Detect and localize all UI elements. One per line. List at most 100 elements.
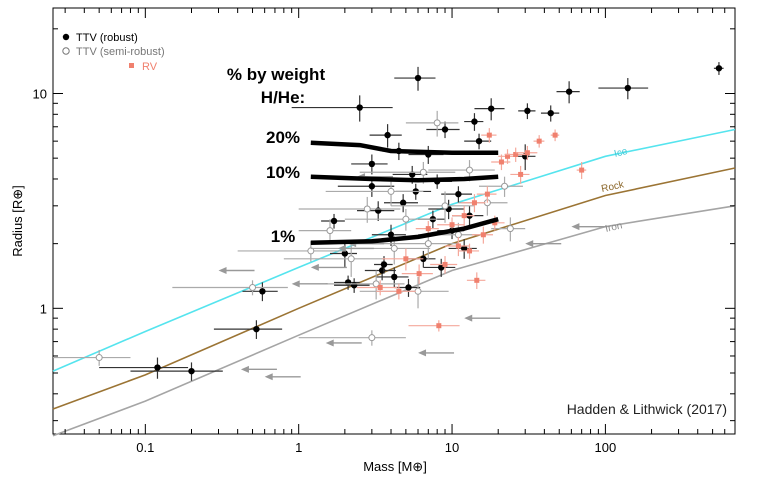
rv-point bbox=[430, 256, 458, 274]
rv-point bbox=[445, 236, 470, 257]
marker bbox=[506, 225, 514, 233]
marker bbox=[624, 84, 632, 92]
upper-limit-arrowhead bbox=[310, 263, 319, 271]
rv-point bbox=[550, 129, 560, 142]
marker bbox=[414, 74, 422, 82]
marker bbox=[350, 282, 358, 289]
marker bbox=[513, 152, 519, 158]
marker bbox=[375, 207, 382, 214]
rv-point bbox=[533, 135, 545, 148]
marker bbox=[363, 205, 371, 213]
ttv-robust-point bbox=[464, 113, 484, 131]
ttv-robust-point bbox=[130, 362, 223, 381]
ttv-robust-point bbox=[464, 133, 492, 150]
legend: TTV (robust) TTV (semi-robust) RV bbox=[62, 32, 165, 73]
upper-limits-point bbox=[310, 263, 347, 271]
hhe-track-10pct bbox=[310, 174, 499, 183]
ttv-robust-point bbox=[383, 194, 419, 213]
x-tick-label: 10 bbox=[445, 440, 459, 455]
rv-point bbox=[498, 149, 516, 164]
marker bbox=[492, 220, 498, 226]
upper-limit-arrowhead bbox=[218, 266, 227, 274]
ttv-semi-robust-point bbox=[479, 176, 523, 197]
composition-curves-layer bbox=[52, 128, 736, 437]
rv-point bbox=[408, 320, 460, 332]
upper-limit-arrowhead bbox=[325, 339, 334, 347]
marker bbox=[480, 232, 486, 238]
marker bbox=[419, 168, 427, 176]
curve-label-iron: Iron bbox=[604, 220, 623, 235]
x-axis-title: Mass [M⊕] bbox=[363, 459, 427, 474]
ttv-robust-point bbox=[291, 95, 393, 122]
marker bbox=[387, 231, 395, 238]
marker bbox=[396, 288, 402, 294]
marker bbox=[524, 107, 531, 115]
ttv-semi-robust-point bbox=[405, 110, 459, 137]
rv-point bbox=[576, 161, 587, 179]
upper-limit-arrowhead bbox=[291, 280, 300, 288]
upper-limits-point bbox=[325, 339, 362, 347]
marker bbox=[461, 213, 467, 219]
rv-point bbox=[481, 128, 497, 143]
marker bbox=[368, 183, 376, 190]
marker bbox=[384, 131, 391, 139]
rv-point bbox=[515, 145, 538, 161]
ttv-semi-robust-point bbox=[172, 280, 288, 296]
ttv-semi-robust-point bbox=[325, 178, 424, 206]
ttv-robust-point bbox=[448, 239, 477, 259]
marker bbox=[501, 182, 509, 190]
marker bbox=[416, 271, 422, 277]
upper-limits-point bbox=[464, 314, 501, 322]
marker bbox=[484, 191, 490, 197]
marker bbox=[486, 132, 492, 138]
hhe-label-10: 10% bbox=[266, 163, 300, 182]
curve-iron bbox=[52, 205, 736, 437]
marker bbox=[460, 245, 468, 252]
hhe-label-1: 1% bbox=[271, 227, 296, 246]
ttv-semi-robust-point bbox=[359, 161, 456, 184]
ttv-robust-point bbox=[713, 62, 724, 75]
upper-limit-arrowhead bbox=[525, 240, 534, 248]
marker bbox=[326, 227, 334, 235]
ttv-semi-robust-point bbox=[391, 191, 475, 223]
ttv-semi-robust-point bbox=[325, 270, 405, 300]
marker bbox=[380, 261, 388, 268]
ttv-robust-point bbox=[369, 124, 402, 148]
marker bbox=[391, 273, 398, 281]
marker bbox=[368, 160, 376, 168]
upper-limits-point bbox=[240, 365, 277, 373]
marker bbox=[154, 364, 161, 371]
ttv-robust-point bbox=[518, 103, 536, 120]
marker bbox=[442, 261, 448, 267]
ttv-robust-point bbox=[351, 154, 388, 175]
curve-rock bbox=[52, 167, 736, 410]
marker bbox=[402, 215, 410, 223]
upper-limits-point bbox=[525, 240, 562, 248]
credit-text: Hadden & Lithwick (2017) bbox=[567, 401, 727, 417]
marker bbox=[524, 150, 530, 156]
ttv-semi-robust-point bbox=[283, 243, 384, 277]
marker bbox=[341, 250, 349, 257]
labels-layer: Mass [M⊕] Radius [R⊕] TTV (robust) TTV (… bbox=[10, 32, 727, 474]
upper-limits-point bbox=[218, 266, 255, 274]
marker bbox=[387, 187, 395, 195]
rv-point bbox=[504, 147, 526, 162]
ttv-robust-point bbox=[394, 66, 436, 91]
marker bbox=[356, 104, 363, 111]
ttv-robust-point bbox=[213, 320, 283, 339]
upper-limits-point bbox=[337, 244, 374, 252]
marker bbox=[344, 279, 352, 286]
upper-limits-point bbox=[291, 280, 328, 288]
marker bbox=[466, 166, 474, 174]
ttv-semi-robust-point bbox=[344, 208, 438, 231]
rv-point bbox=[472, 226, 494, 244]
ttv-robust-point bbox=[513, 144, 536, 171]
marker bbox=[467, 248, 473, 254]
marker bbox=[715, 65, 723, 72]
ttv-semi-robust-point bbox=[53, 349, 131, 366]
ttv-robust-point bbox=[99, 357, 189, 379]
marker bbox=[505, 153, 511, 159]
marker bbox=[405, 284, 412, 291]
hhe-tracks-layer bbox=[310, 140, 499, 245]
